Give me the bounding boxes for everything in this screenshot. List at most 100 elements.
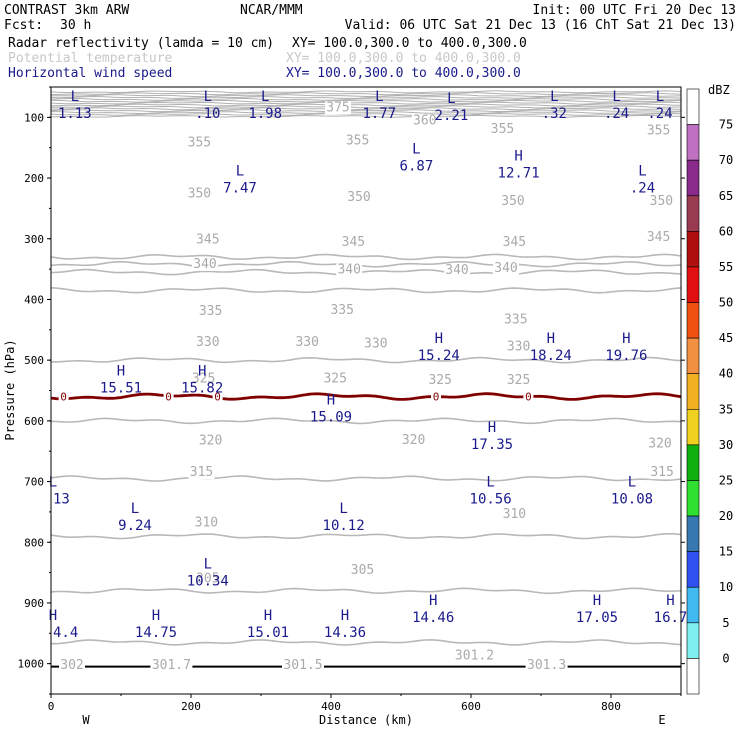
theta-label-bg (294, 336, 321, 350)
theta-label-bg (400, 433, 427, 447)
reflectivity-label-bg (163, 390, 174, 402)
wind-extremum-value: 19.76 (605, 348, 647, 364)
wind-extremum-marker: H (341, 608, 349, 624)
wind-extremum-marker: H (622, 331, 630, 347)
wind-extremum-value: 17.35 (471, 437, 513, 453)
theta-label-bg (322, 372, 349, 386)
colorbar-level-label: 60 (719, 224, 733, 238)
theta-contour-label: 305 (196, 571, 219, 586)
theta-label-bg (649, 466, 676, 480)
model-title: CONTRAST 3km ARW (4, 3, 129, 18)
theta-label-bg (444, 263, 470, 277)
wind-extremum-value: 1.98 (248, 106, 282, 122)
field-xy-theta: XY= 100.0,300.0 to 400.0,300.0 (286, 51, 521, 66)
theta-contour-line (50, 253, 682, 261)
theta-label-bg (525, 659, 568, 673)
theta-contour-lines (50, 253, 682, 646)
theta-label-bg (329, 304, 356, 318)
theta-label-bg (502, 313, 529, 327)
wind-extremum-value: 17.05 (576, 610, 618, 626)
theta-label-bg (493, 262, 519, 276)
colorbar-swatch (686, 373, 700, 410)
colorbar-unit: dBZ (708, 83, 730, 97)
theta-contour-line (50, 268, 682, 276)
wind-extremum-value: 14.46 (412, 610, 454, 626)
theta-contour-label: 335 (330, 303, 353, 318)
theta-contour-label: 335 (504, 313, 527, 328)
theta-label-bg (194, 336, 221, 350)
theta-contour-label: 350 (188, 186, 211, 201)
colorbar-level-label: 65 (719, 189, 733, 203)
y-tick-label: 400 (24, 293, 44, 306)
theta-band-line (50, 95, 682, 99)
theta-label-bg (336, 263, 363, 277)
theta-band-line (50, 97, 682, 101)
y-tick-label: 300 (24, 233, 44, 246)
y-axis: 100 200 300 400 500 600 700 800 900 1000 (18, 86, 685, 695)
theta-contour-label: 340 (337, 262, 360, 277)
wind-extremum-value: .24 (630, 180, 655, 196)
wind-extremum-marker: H (593, 593, 601, 609)
y-tick-label: 100 (24, 111, 44, 124)
theta-label-bg (501, 236, 528, 250)
valid-time: Valid: 06 UTC Sat 21 Dec 13 (16 ChT Sat … (345, 18, 736, 33)
colorbar-level-label: 70 (719, 153, 733, 167)
wind-extremum-marker: H (429, 593, 437, 609)
wind-extremum-value: 10.08 (611, 492, 653, 508)
wind-extremum-value: 14.36 (324, 625, 366, 641)
reflectivity-contour-label: 0 (433, 391, 440, 404)
wind-extremum-marker: H (198, 364, 206, 380)
theta-contour-label: 350 (650, 194, 673, 209)
theta-band-line (50, 112, 682, 116)
wind-extremum-value: .24 (604, 106, 629, 122)
wind-extremum-marker: H (152, 608, 160, 624)
theta-contour-label: 325 (192, 372, 215, 387)
theta-contour-label: 315 (650, 465, 673, 480)
field-name-theta: Potential temperature (8, 51, 173, 66)
theta-contour-label: 355 (346, 134, 369, 149)
colorbar-swatch (686, 551, 700, 588)
theta-label-bg (193, 516, 220, 530)
colorbar-level-label: 35 (719, 402, 733, 416)
theta-contour-label: 375 (326, 100, 349, 115)
fcst-value: 30 h (60, 18, 91, 33)
x-tick-label: 0 (48, 700, 55, 713)
wind-extremum-marker: H (547, 331, 555, 347)
reflectivity-contour-label: 0 (214, 391, 221, 404)
theta-label-bg (647, 437, 673, 451)
theta-band-line (50, 105, 682, 109)
theta-contour-label: 325 (323, 372, 346, 387)
theta-label-bg (192, 257, 218, 271)
y-tick-label: 800 (24, 536, 44, 549)
theta-label-bg (282, 659, 324, 673)
theta-label-bg (186, 136, 213, 150)
theta-contour-label: 325 (507, 373, 530, 388)
wind-extremum-marker: L (204, 557, 212, 573)
y-tick-label: 500 (24, 354, 44, 367)
theta-label-bg (150, 659, 193, 673)
wind-extremum-marker: L (638, 163, 646, 179)
theta-label-bg (500, 194, 526, 208)
y-axis-label: Pressure (hPa) (3, 339, 17, 440)
reflectivity-contour-line (50, 392, 682, 401)
theta-band-line (51, 99, 682, 103)
wind-extremum-marker: H (514, 149, 522, 165)
reflectivity-contour-label: 0 (60, 391, 67, 404)
wind-extremum-value: 7.47 (223, 180, 257, 196)
reflectivity-label-bg (58, 390, 69, 402)
wind-extremum-marker: L (375, 89, 383, 105)
colorbar-level-label: 50 (719, 296, 733, 310)
theta-contour-label: 350 (347, 190, 370, 205)
colorbar-swatch (686, 622, 700, 659)
theta-contour-label: 320 (402, 433, 425, 448)
wind-extremum-marker: H (435, 331, 443, 347)
theta-contour-label: 301.2 (455, 648, 494, 663)
reflectivity-contour-label: 0 (165, 391, 172, 404)
theta-label-bg (501, 507, 528, 521)
theta-label-bg (645, 231, 672, 245)
theta-band-line (50, 101, 682, 105)
x-axis-east-label: E (658, 713, 665, 727)
wind-extremum-value: 10.34 (187, 574, 229, 590)
colorbar-level-label: 25 (719, 473, 733, 487)
x-axis-label: Distance (km) (319, 713, 413, 727)
